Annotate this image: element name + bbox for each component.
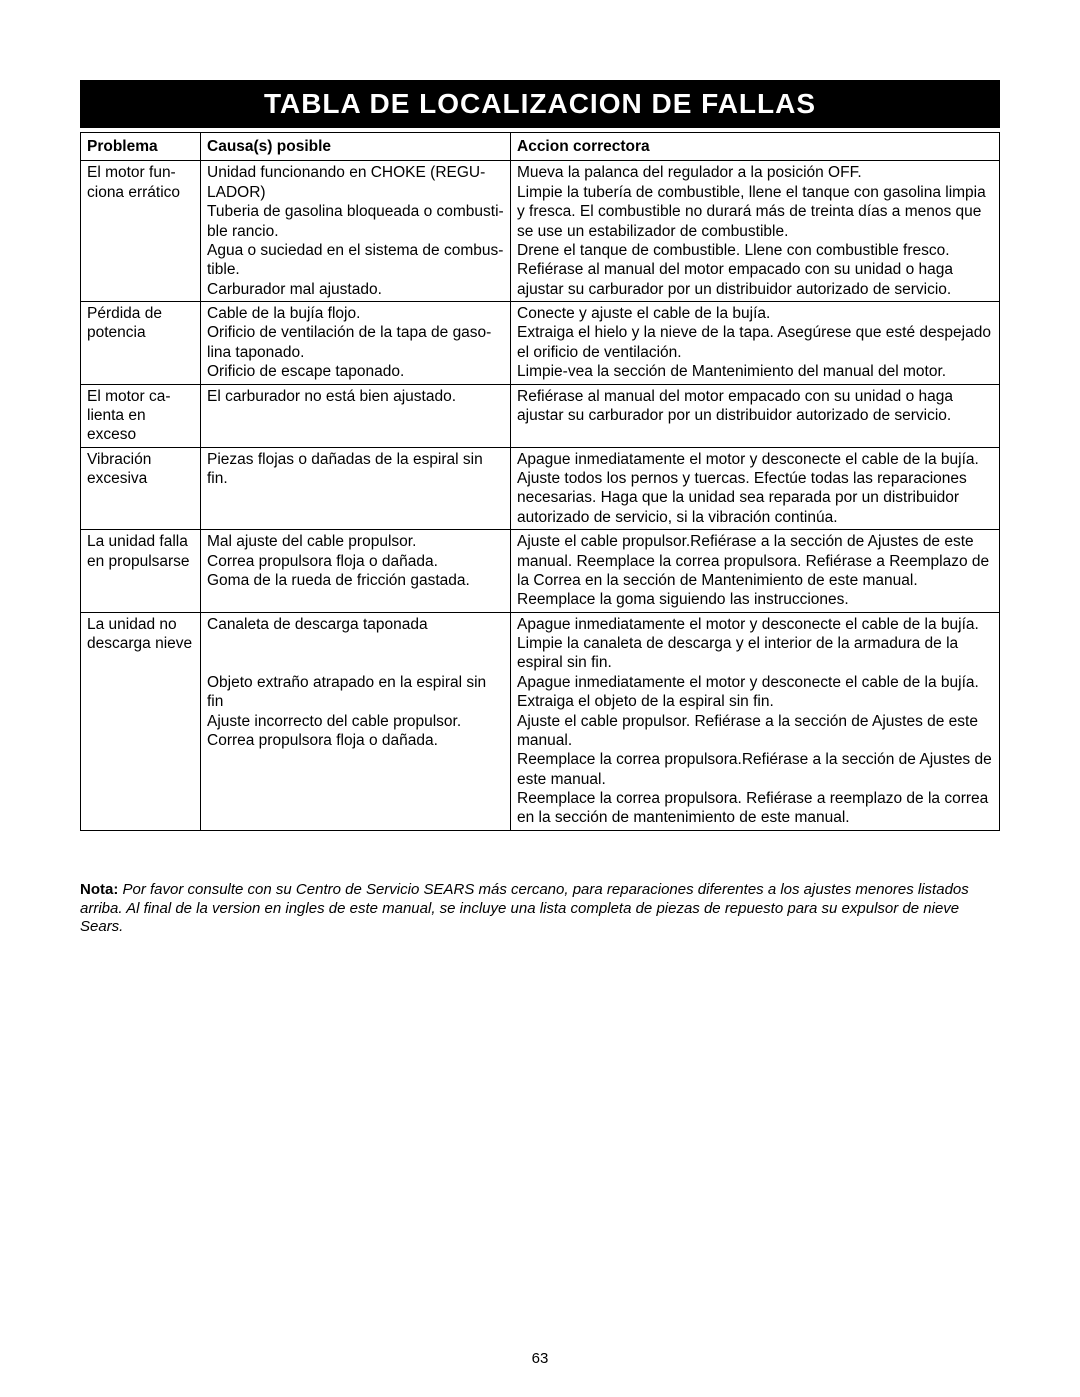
table-row: Pérdida de potencia Cable de la bujía fl… (81, 302, 1000, 385)
cell-problem: Pérdida de potencia (81, 302, 201, 385)
document-page: TABLA DE LOCALIZACION DE FALLAS Problema… (0, 0, 1080, 992)
cell-action: Apague inmediatamente el motor y descone… (511, 612, 1000, 830)
cell-action: Apague inmediatamente el motor y descone… (511, 447, 1000, 530)
footnote-label: Nota: (80, 881, 118, 898)
cell-cause: Canaleta de descarga taponada Objeto ext… (201, 612, 511, 830)
cell-problem: El motor ca-lienta en exceso (81, 384, 201, 447)
cell-cause: Unidad funcionando en CHOKE (REGU-LADOR)… (201, 161, 511, 302)
table-row: El motor fun-ciona errático Unidad funci… (81, 161, 1000, 302)
cell-action: Conecte y ajuste el cable de la bujía.Ex… (511, 302, 1000, 385)
column-header-problem: Problema (81, 133, 201, 161)
footnote: Nota: Por favor consulte con su Centro d… (80, 881, 1000, 937)
cell-action: Mueva la palanca del regulador a la posi… (511, 161, 1000, 302)
column-header-action: Accion correctora (511, 133, 1000, 161)
cell-cause: Mal ajuste del cable propulsor.Correa pr… (201, 530, 511, 613)
cell-action: Refiérase al manual del motor empacado c… (511, 384, 1000, 447)
cell-cause: Cable de la bujía flojo.Orificio de vent… (201, 302, 511, 385)
column-header-cause: Causa(s) posible (201, 133, 511, 161)
table-header: Problema Causa(s) posible Accion correct… (81, 133, 1000, 161)
cell-problem: Vibración excesiva (81, 447, 201, 530)
table-row: La unidad falla en propulsarse Mal ajust… (81, 530, 1000, 613)
cell-problem: La unidad falla en propulsarse (81, 530, 201, 613)
footnote-text: Por favor consulte con su Centro de Serv… (80, 881, 969, 936)
cell-cause: El carburador no está bien ajustado. (201, 384, 511, 447)
cell-problem: El motor fun-ciona errático (81, 161, 201, 302)
table-row: El motor ca-lienta en exceso El carburad… (81, 384, 1000, 447)
page-title: TABLA DE LOCALIZACION DE FALLAS (80, 80, 1000, 128)
cell-action: Ajuste el cable propulsor.Refiérase a la… (511, 530, 1000, 613)
cell-cause: Piezas flojas o dañadas de la espiral si… (201, 447, 511, 530)
table-row: La unidad no descarga nieve Canaleta de … (81, 612, 1000, 830)
table-body: El motor fun-ciona errático Unidad funci… (81, 161, 1000, 830)
table-row: Vibración excesiva Piezas flojas o dañad… (81, 447, 1000, 530)
cell-problem: La unidad no descarga nieve (81, 612, 201, 830)
page-number: 63 (0, 1350, 1080, 1367)
troubleshooting-table: Problema Causa(s) posible Accion correct… (80, 132, 1000, 831)
